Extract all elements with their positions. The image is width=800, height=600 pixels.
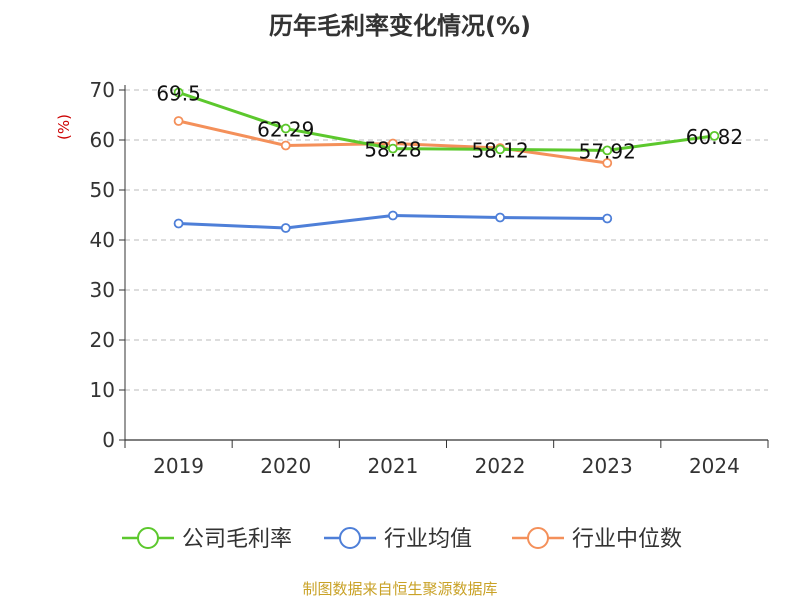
legend-marker-0 bbox=[137, 527, 159, 549]
x-tick-label-2023: 2023 bbox=[582, 454, 633, 478]
legend-marker-2 bbox=[527, 527, 549, 549]
y-tick-label-0: 0 bbox=[102, 428, 115, 452]
y-tick-label-60: 60 bbox=[90, 128, 115, 152]
y-tick-label-50: 50 bbox=[90, 178, 115, 202]
series-0-point-2022 bbox=[495, 144, 505, 155]
series-1-point-2023 bbox=[602, 213, 613, 224]
series-1-point-2019 bbox=[173, 218, 184, 229]
series-2-point-2019 bbox=[173, 116, 184, 126]
series-2-point-2020 bbox=[280, 140, 291, 151]
series-1-point-2022 bbox=[495, 212, 505, 223]
data-label-2022: 58.12 bbox=[471, 138, 528, 162]
data-label-2019: 69.5 bbox=[156, 82, 201, 106]
series-0-point-2024 bbox=[709, 130, 720, 141]
y-axis-unit-label: (%) bbox=[55, 114, 73, 140]
series-line-0 bbox=[178, 91, 715, 152]
series-1-point-2020 bbox=[280, 223, 291, 233]
data-label-2023: 57.92 bbox=[579, 139, 636, 163]
y-tick-label-20: 20 bbox=[90, 328, 115, 352]
x-tick-label-2024: 2024 bbox=[689, 454, 740, 478]
data-label-2021: 58.28 bbox=[364, 138, 421, 162]
legend-marker-1 bbox=[339, 527, 361, 549]
legend: 公司毛利率 行业均值 行业中位数 bbox=[122, 527, 682, 552]
legend-label-0: 公司毛利率 bbox=[182, 527, 292, 552]
y-tick-label-70: 70 bbox=[90, 78, 115, 102]
x-tick-label-2022: 2022 bbox=[475, 454, 526, 478]
legend-label-1: 行业均值 bbox=[384, 527, 472, 552]
grid-lines bbox=[125, 89, 768, 391]
y-tick-label-40: 40 bbox=[90, 228, 115, 252]
x-tick-label-2021: 2021 bbox=[367, 454, 418, 478]
series-2-point-2023 bbox=[602, 158, 613, 168]
axes: 0 10 20 30 40 50 60 70 2019 2020 2021 2022 2023 2024 bbox=[90, 78, 769, 478]
y-tick-label-30: 30 bbox=[90, 278, 115, 302]
x-tick-label-2020: 2020 bbox=[260, 454, 311, 478]
series-0-point-2023 bbox=[602, 145, 613, 156]
chart-title: 历年毛利率变化情况(%) bbox=[269, 12, 531, 40]
data-labels: 69.5 62.29 58.28 58.12 57.92 60.82 bbox=[156, 82, 743, 164]
series-group bbox=[173, 87, 720, 233]
x-tick-label-2019: 2019 bbox=[153, 454, 204, 478]
y-tick-label-10: 10 bbox=[90, 378, 115, 402]
series-0-point-2019 bbox=[173, 87, 184, 98]
series-0-point-2021 bbox=[388, 143, 398, 154]
series-1-point-2021 bbox=[388, 210, 398, 221]
data-source-note: 制图数据来自恒生聚源数据库 bbox=[302, 580, 497, 598]
legend-label-2: 行业中位数 bbox=[572, 527, 682, 552]
series-0-point-2020 bbox=[280, 123, 291, 134]
data-label-2020: 62.29 bbox=[257, 118, 314, 142]
data-label-2024: 60.82 bbox=[686, 125, 743, 149]
